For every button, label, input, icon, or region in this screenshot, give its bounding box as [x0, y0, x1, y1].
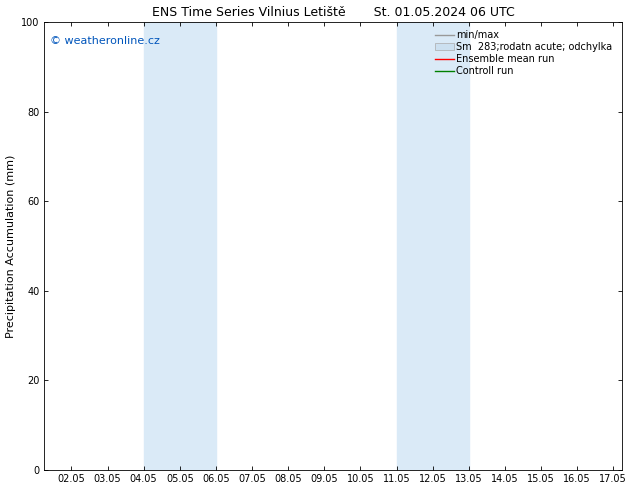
Y-axis label: Precipitation Accumulation (mm): Precipitation Accumulation (mm) — [6, 154, 16, 338]
Legend: min/max, Sm  283;rodatn acute; odchylka, Ensemble mean run, Controll run: min/max, Sm 283;rodatn acute; odchylka, … — [432, 27, 618, 79]
Text: © weatheronline.cz: © weatheronline.cz — [50, 36, 160, 46]
Bar — [144, 23, 216, 469]
Title: ENS Time Series Vilnius Letiště       St. 01.05.2024 06 UTC: ENS Time Series Vilnius Letiště St. 01.0… — [152, 5, 515, 19]
Bar — [396, 23, 469, 469]
